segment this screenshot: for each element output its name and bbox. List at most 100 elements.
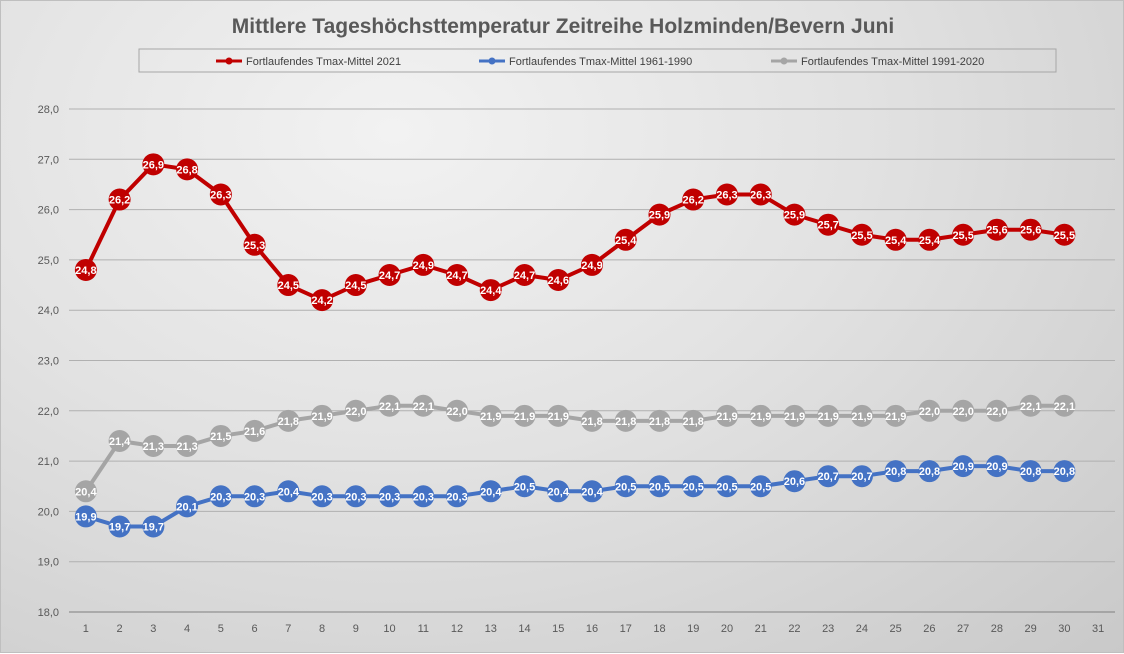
- data-point: [749, 404, 772, 427]
- data-point: [74, 480, 97, 503]
- data-point: [918, 399, 941, 422]
- x-tick-label: 17: [620, 623, 632, 635]
- data-label: 25,6: [986, 225, 1007, 237]
- data-point: [1019, 460, 1042, 483]
- series-2: 20,4 21,4 21,3 21,3 21,5 21,6 21,8 21,9 22,0 22,1…: [74, 394, 1076, 503]
- x-tick-label: 8: [319, 623, 325, 635]
- data-point: [715, 404, 738, 427]
- data-point: [581, 409, 603, 432]
- data-label: 25,5: [1054, 230, 1075, 242]
- data-label: 20,9: [986, 461, 1007, 473]
- series-group: 20,4 21,4 21,3 21,3 21,5 21,6 21,8 21,9 22,0 22,1…: [74, 153, 1076, 538]
- y-tick-label: 21,0: [38, 456, 59, 468]
- data-label: 20,8: [885, 466, 906, 478]
- data-point: [850, 465, 873, 488]
- data-label: 22,0: [952, 406, 973, 418]
- data-point: [952, 223, 975, 246]
- data-label: 24,7: [514, 270, 535, 282]
- x-tick-label: 14: [518, 623, 530, 635]
- data-point: [277, 409, 300, 432]
- x-tick-label: 19: [687, 623, 699, 635]
- data-label: 20,6: [784, 476, 805, 488]
- series-1: 19,9 19,7 19,7 20,1 20,3 20,3 20,4 20,3 20,3 20,3…: [74, 455, 1076, 538]
- data-point: [344, 399, 367, 422]
- data-point: [446, 485, 469, 508]
- data-label: 22,0: [446, 406, 467, 418]
- y-tick-label: 27,0: [38, 154, 59, 166]
- data-label: 20,8: [1054, 466, 1075, 478]
- data-point: [412, 394, 435, 417]
- data-label: 20,4: [480, 486, 502, 498]
- x-tick-label: 24: [856, 623, 868, 635]
- data-point: [176, 158, 199, 181]
- data-label: 24,2: [311, 295, 332, 307]
- data-point: [277, 480, 300, 503]
- data-label: 24,6: [548, 275, 569, 287]
- data-point: [783, 470, 806, 493]
- data-point: [479, 279, 502, 302]
- data-label: 20,4: [75, 486, 97, 498]
- x-tick-label: 20: [721, 623, 733, 635]
- data-label: 20,1: [176, 501, 197, 513]
- data-point: [682, 409, 705, 432]
- x-tick-label: 26: [923, 623, 935, 635]
- data-label: 26,3: [750, 190, 771, 202]
- x-tick-label: 7: [285, 623, 291, 635]
- data-label: 21,8: [581, 416, 602, 428]
- data-point: [682, 188, 705, 211]
- data-point: [1053, 223, 1076, 246]
- data-label: 20,5: [716, 481, 737, 493]
- data-point: [412, 485, 435, 508]
- x-tick-label: 12: [451, 623, 463, 635]
- data-label: 24,5: [345, 280, 366, 292]
- data-point: [614, 475, 637, 498]
- data-label: 26,8: [176, 164, 197, 176]
- x-tick-label: 5: [218, 623, 224, 635]
- x-tick-label: 16: [586, 623, 598, 635]
- data-label: 25,5: [851, 230, 872, 242]
- data-point: [581, 253, 603, 276]
- data-point: [243, 233, 266, 256]
- gridlines: [69, 108, 1115, 613]
- data-label: 20,3: [345, 491, 366, 503]
- data-point: [682, 475, 705, 498]
- data-label: 20,8: [919, 466, 940, 478]
- data-point: [884, 460, 907, 483]
- data-label: 20,8: [1020, 466, 1041, 478]
- y-tick-label: 18,0: [38, 607, 59, 619]
- data-label: 25,9: [649, 210, 670, 222]
- y-tick-label: 26,0: [38, 205, 59, 217]
- x-tick-label: 1: [83, 623, 89, 635]
- data-point: [614, 228, 637, 251]
- legend-marker: [488, 57, 496, 65]
- data-label: 21,8: [649, 416, 670, 428]
- data-label: 24,4: [480, 285, 502, 297]
- data-point: [209, 485, 232, 508]
- x-tick-label: 25: [890, 623, 902, 635]
- x-tick-label: 23: [822, 623, 834, 635]
- data-label: 21,3: [143, 441, 164, 453]
- data-label: 21,3: [176, 441, 197, 453]
- data-label: 21,9: [514, 411, 535, 423]
- legend-marker: [225, 57, 233, 65]
- data-point: [749, 183, 772, 206]
- data-point: [311, 289, 334, 312]
- data-point: [918, 460, 941, 483]
- x-tick-label: 11: [418, 623, 429, 635]
- data-label: 26,9: [143, 159, 164, 171]
- data-label: 24,7: [379, 270, 400, 282]
- data-point: [209, 424, 232, 447]
- data-point: [648, 203, 671, 226]
- data-point: [176, 435, 199, 458]
- data-point: [884, 228, 907, 251]
- legend-box: [138, 48, 1057, 73]
- data-point: [108, 515, 131, 538]
- data-label: 21,8: [615, 416, 636, 428]
- data-point: [243, 419, 266, 442]
- data-label: 22,1: [379, 401, 400, 413]
- data-label: 19,7: [143, 521, 164, 533]
- data-label: 21,9: [885, 411, 906, 423]
- data-label: 20,4: [581, 486, 603, 498]
- series-line: [84, 403, 1065, 493]
- x-tick-label: 9: [353, 623, 359, 635]
